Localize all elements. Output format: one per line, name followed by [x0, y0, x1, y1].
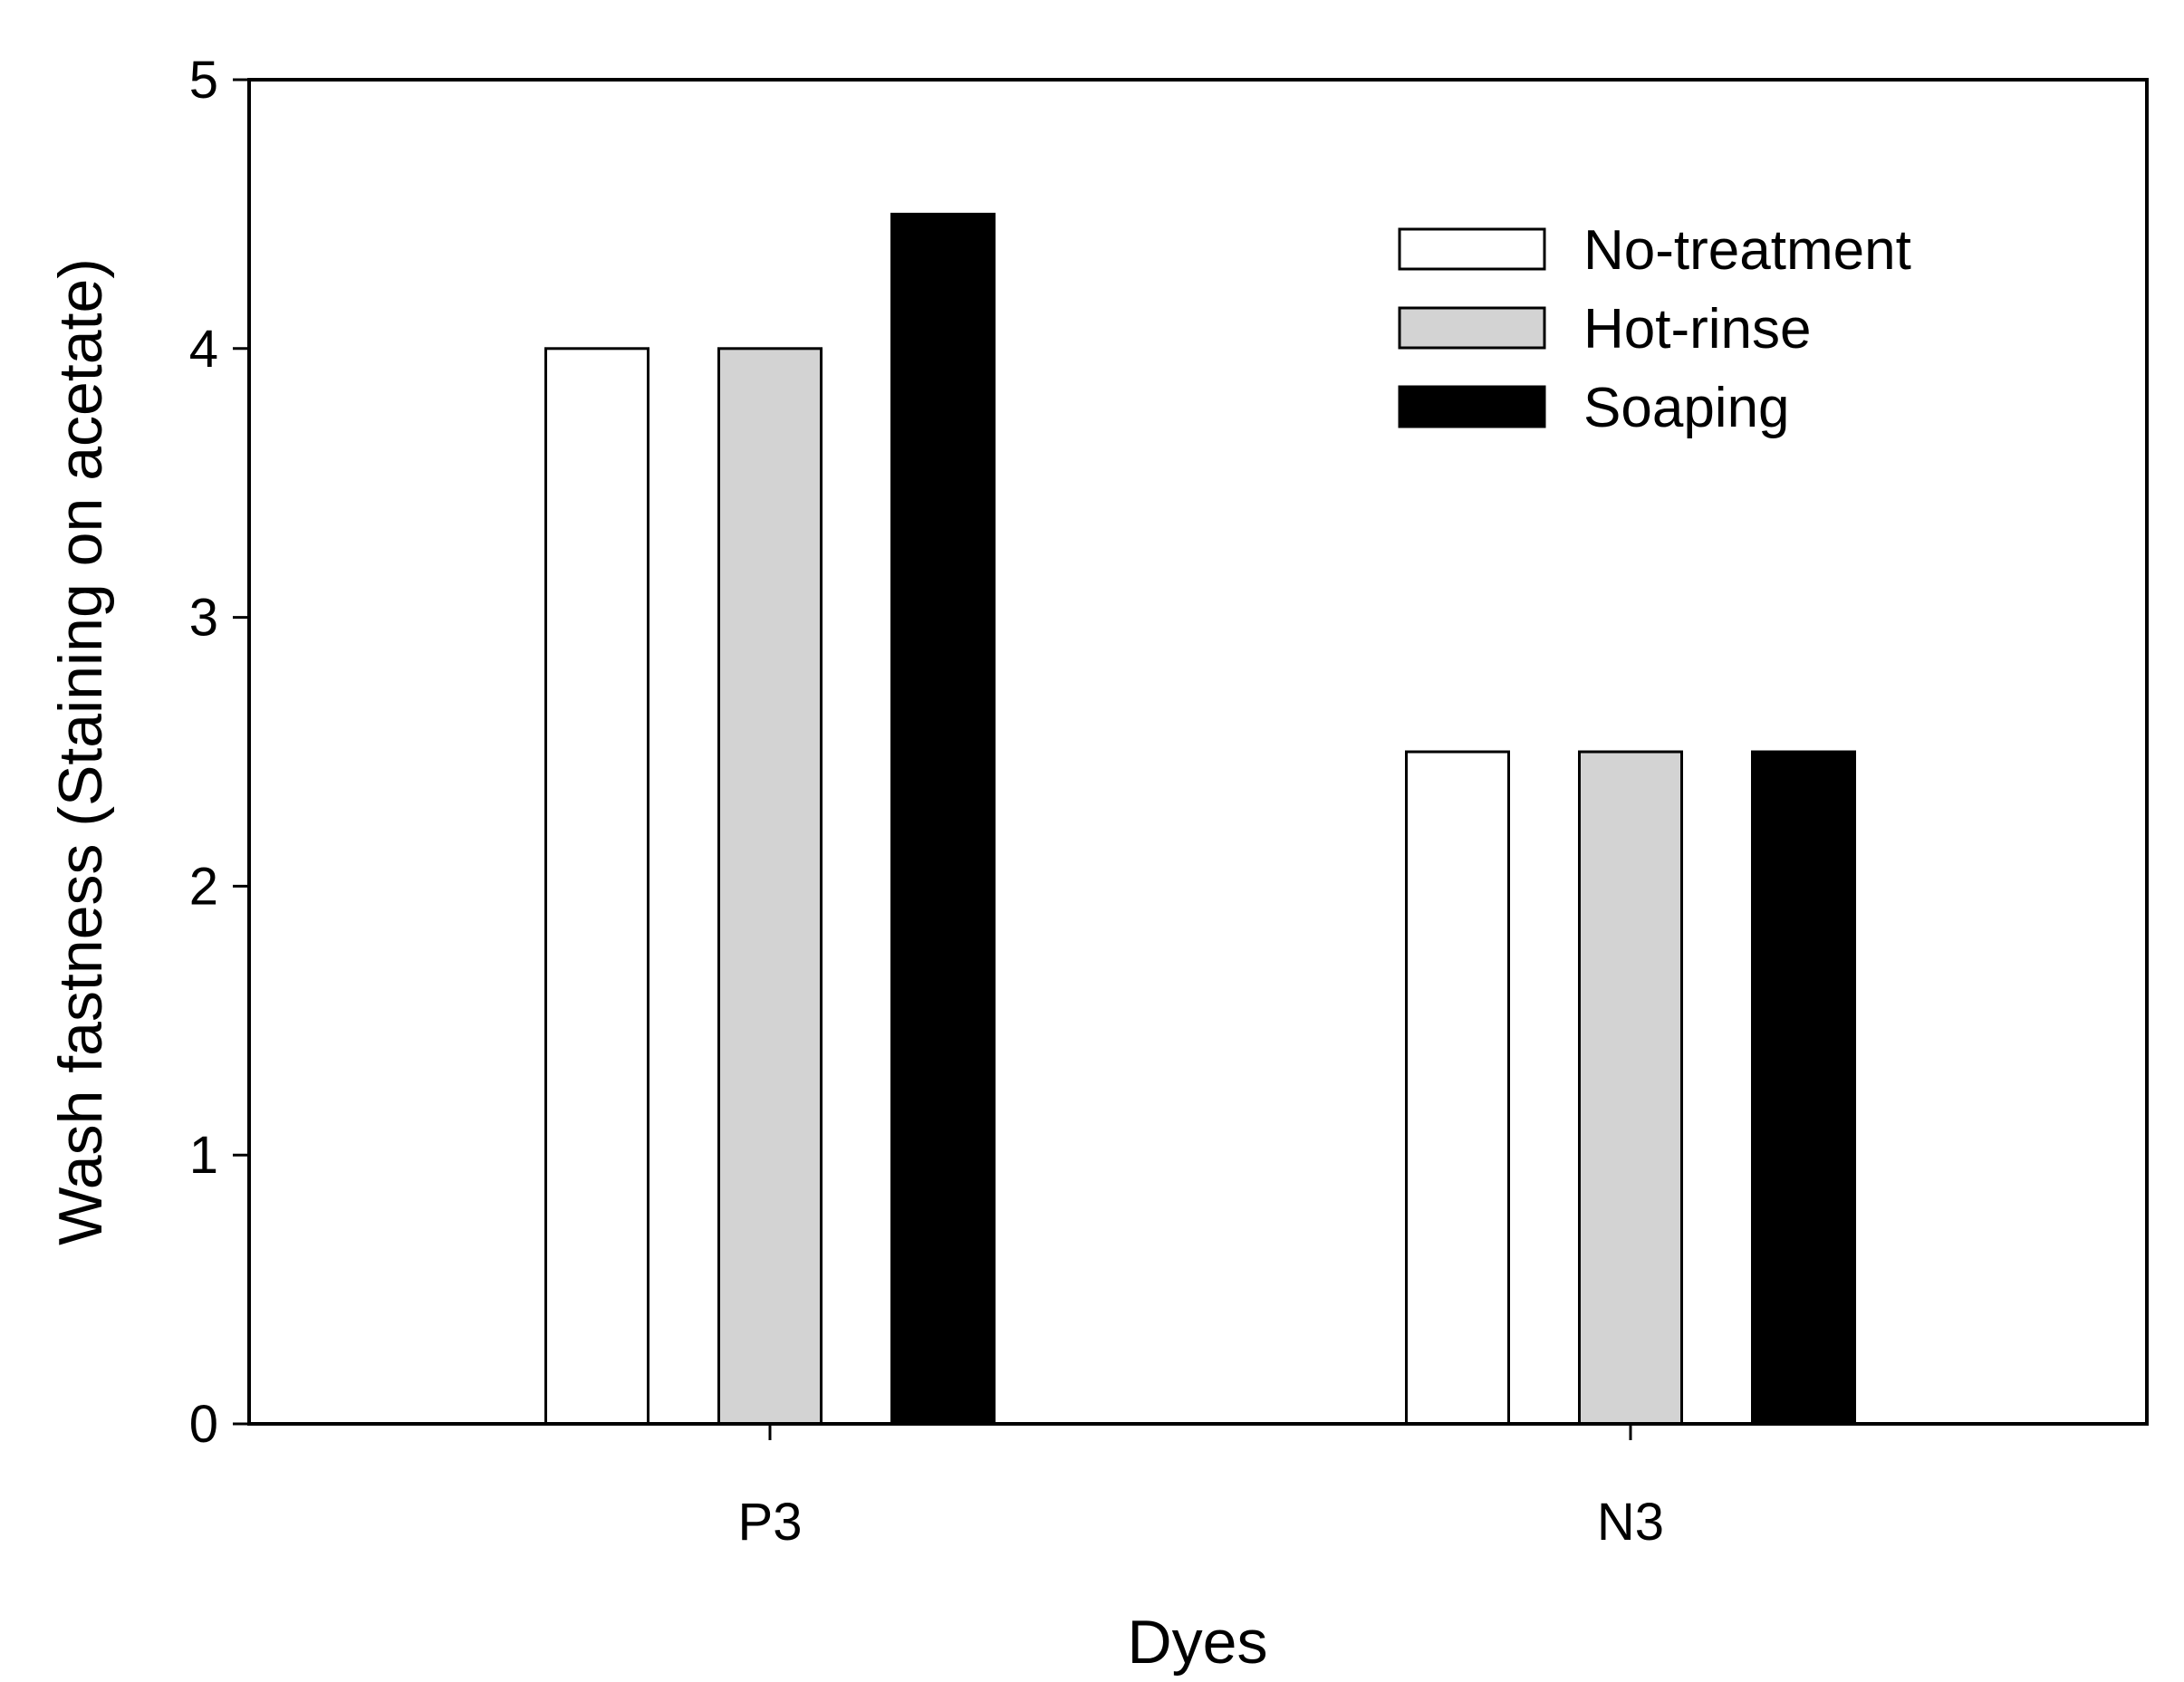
legend-swatch — [1398, 306, 1546, 350]
plot-frame — [247, 78, 2149, 1426]
bars-layer — [544, 212, 1856, 1426]
bar — [544, 347, 649, 1426]
y-tick-label: 4 — [189, 320, 218, 379]
y-tick-label: 5 — [189, 51, 218, 110]
bar — [717, 347, 823, 1426]
bar — [1405, 750, 1510, 1426]
legend-label: No-treatment — [1583, 219, 1911, 282]
bar — [1578, 750, 1683, 1426]
legend-label: Hot-rinse — [1583, 298, 1812, 360]
x-axis: P3 N3 — [738, 1424, 1664, 1552]
bar — [1751, 750, 1856, 1426]
y-tick-label: 2 — [189, 857, 218, 916]
y-axis-title: Wash fastness (Staining on acetate) — [46, 258, 115, 1245]
legend: No-treatment Hot-rinse Soaping — [1398, 219, 1911, 439]
y-tick-label: 3 — [189, 589, 218, 648]
y-axis: 0 1 2 3 4 5 — [189, 51, 249, 1454]
legend-label: Soaping — [1583, 377, 1790, 439]
legend-swatch — [1398, 227, 1546, 271]
x-tick-label: P3 — [738, 1493, 803, 1552]
y-tick-label: 1 — [189, 1126, 218, 1185]
legend-swatch — [1398, 385, 1546, 428]
bar — [890, 212, 996, 1426]
x-tick-label: N3 — [1597, 1493, 1664, 1552]
y-tick-label: 0 — [189, 1395, 218, 1454]
x-axis-title: Dyes — [1128, 1608, 1268, 1677]
